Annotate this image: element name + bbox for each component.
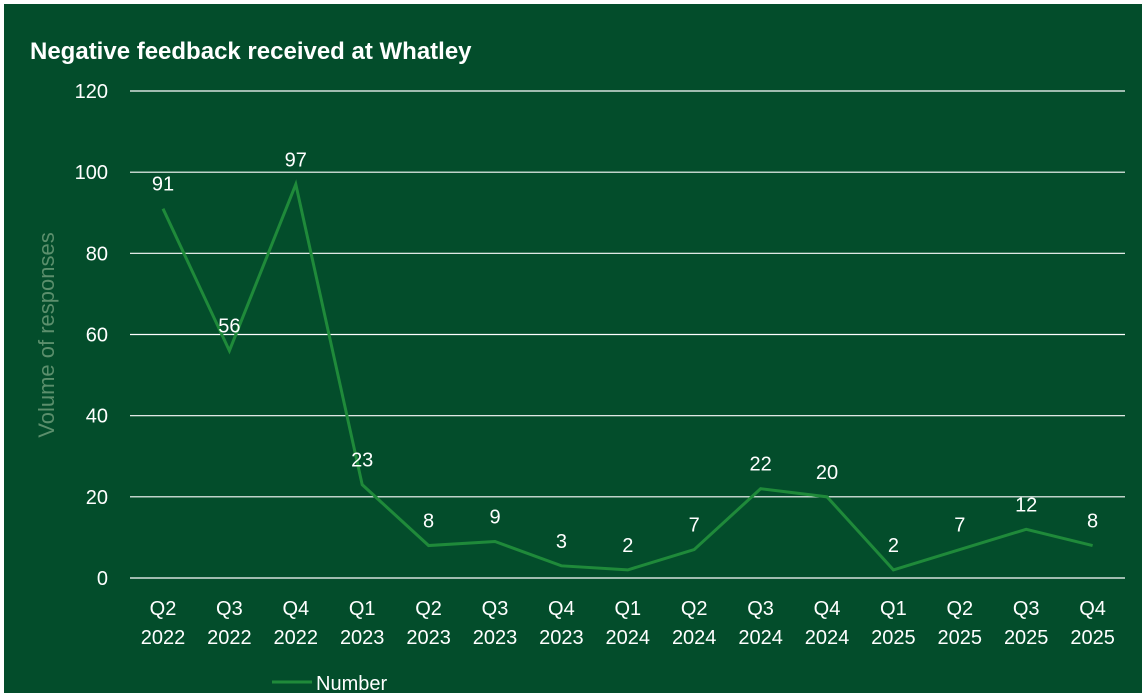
data-labels: 91 56 97 23 8 9 3 2 7 22 20 2 7 12 8: [152, 149, 1098, 557]
x-tick-label-quarter: Q3: [747, 598, 774, 620]
data-label: 9: [489, 506, 500, 528]
x-tick-label-quarter: Q4: [282, 598, 309, 620]
gridlines: [130, 90, 1125, 579]
x-tick-label-year: 2025: [871, 627, 916, 649]
x-tick-label-year: 2024: [738, 627, 783, 649]
data-label: 20: [816, 462, 838, 484]
x-tick-label-quarter: Q1: [349, 598, 376, 620]
chart-background: [4, 4, 1142, 693]
x-tick-label-year: 2023: [406, 627, 451, 649]
y-axis-ticks: 0 20 40 60 80 100 120: [75, 81, 108, 590]
y-tick-label: 20: [86, 487, 108, 509]
x-tick-label-year: 2023: [473, 627, 518, 649]
data-label: 2: [622, 535, 633, 557]
x-tick-label-year: 2024: [606, 627, 651, 649]
x-tick-label-quarter: Q2: [681, 598, 708, 620]
x-tick-label-year: 2023: [539, 627, 584, 649]
x-tick-label-year: 2024: [805, 627, 850, 649]
data-label: 7: [689, 515, 700, 537]
x-tick-label-quarter: Q2: [946, 598, 973, 620]
data-label: 2: [888, 535, 899, 557]
y-tick-label: 100: [75, 162, 108, 184]
y-axis-label: Volume of responses: [34, 232, 59, 437]
x-tick-label-quarter: Q1: [880, 598, 907, 620]
y-tick-label: 60: [86, 325, 108, 347]
y-tick-label: 80: [86, 243, 108, 265]
data-label: 56: [218, 316, 240, 338]
x-tick-label-year: 2025: [1004, 627, 1049, 649]
data-label: 8: [1087, 511, 1098, 533]
x-tick-label-year: 2022: [207, 627, 252, 649]
x-tick-label-year: 2023: [340, 627, 385, 649]
chart-title: Negative feedback received at Whatley: [30, 38, 472, 65]
y-tick-label: 0: [97, 568, 108, 590]
x-tick-label-quarter: Q1: [614, 598, 641, 620]
x-tick-label-year: 2025: [938, 627, 983, 649]
data-label: 8: [423, 511, 434, 533]
data-label: 7: [954, 515, 965, 537]
data-label: 91: [152, 174, 174, 196]
data-label: 23: [351, 450, 373, 472]
x-tick-label-quarter: Q3: [482, 598, 509, 620]
x-tick-label-quarter: Q3: [216, 598, 243, 620]
x-tick-label-year: 2022: [141, 627, 186, 649]
x-axis-ticks: Q2 2022 Q3 2022 Q4 2022 Q1 2023 Q2 2023 Q3 2023 Q4 20…: [141, 598, 1115, 649]
series-layer: [161, 179, 1093, 572]
x-tick-label-quarter: Q2: [150, 598, 177, 620]
data-label: 97: [285, 149, 307, 171]
x-tick-label-year: 2025: [1070, 627, 1115, 649]
data-label: 3: [556, 531, 567, 553]
data-label: 12: [1015, 494, 1037, 516]
x-tick-label-year: 2024: [672, 627, 717, 649]
x-tick-label-quarter: Q4: [548, 598, 575, 620]
y-tick-label: 40: [86, 406, 108, 428]
y-tick-label: 120: [75, 81, 108, 103]
data-label: 22: [749, 454, 771, 476]
x-tick-label-quarter: Q4: [814, 598, 841, 620]
x-tick-label-quarter: Q2: [415, 598, 442, 620]
x-tick-label-year: 2022: [274, 627, 319, 649]
x-tick-label-quarter: Q4: [1079, 598, 1106, 620]
legend: Number: [272, 673, 387, 693]
x-tick-label-quarter: Q3: [1013, 598, 1040, 620]
legend-label-number: Number: [316, 673, 387, 693]
